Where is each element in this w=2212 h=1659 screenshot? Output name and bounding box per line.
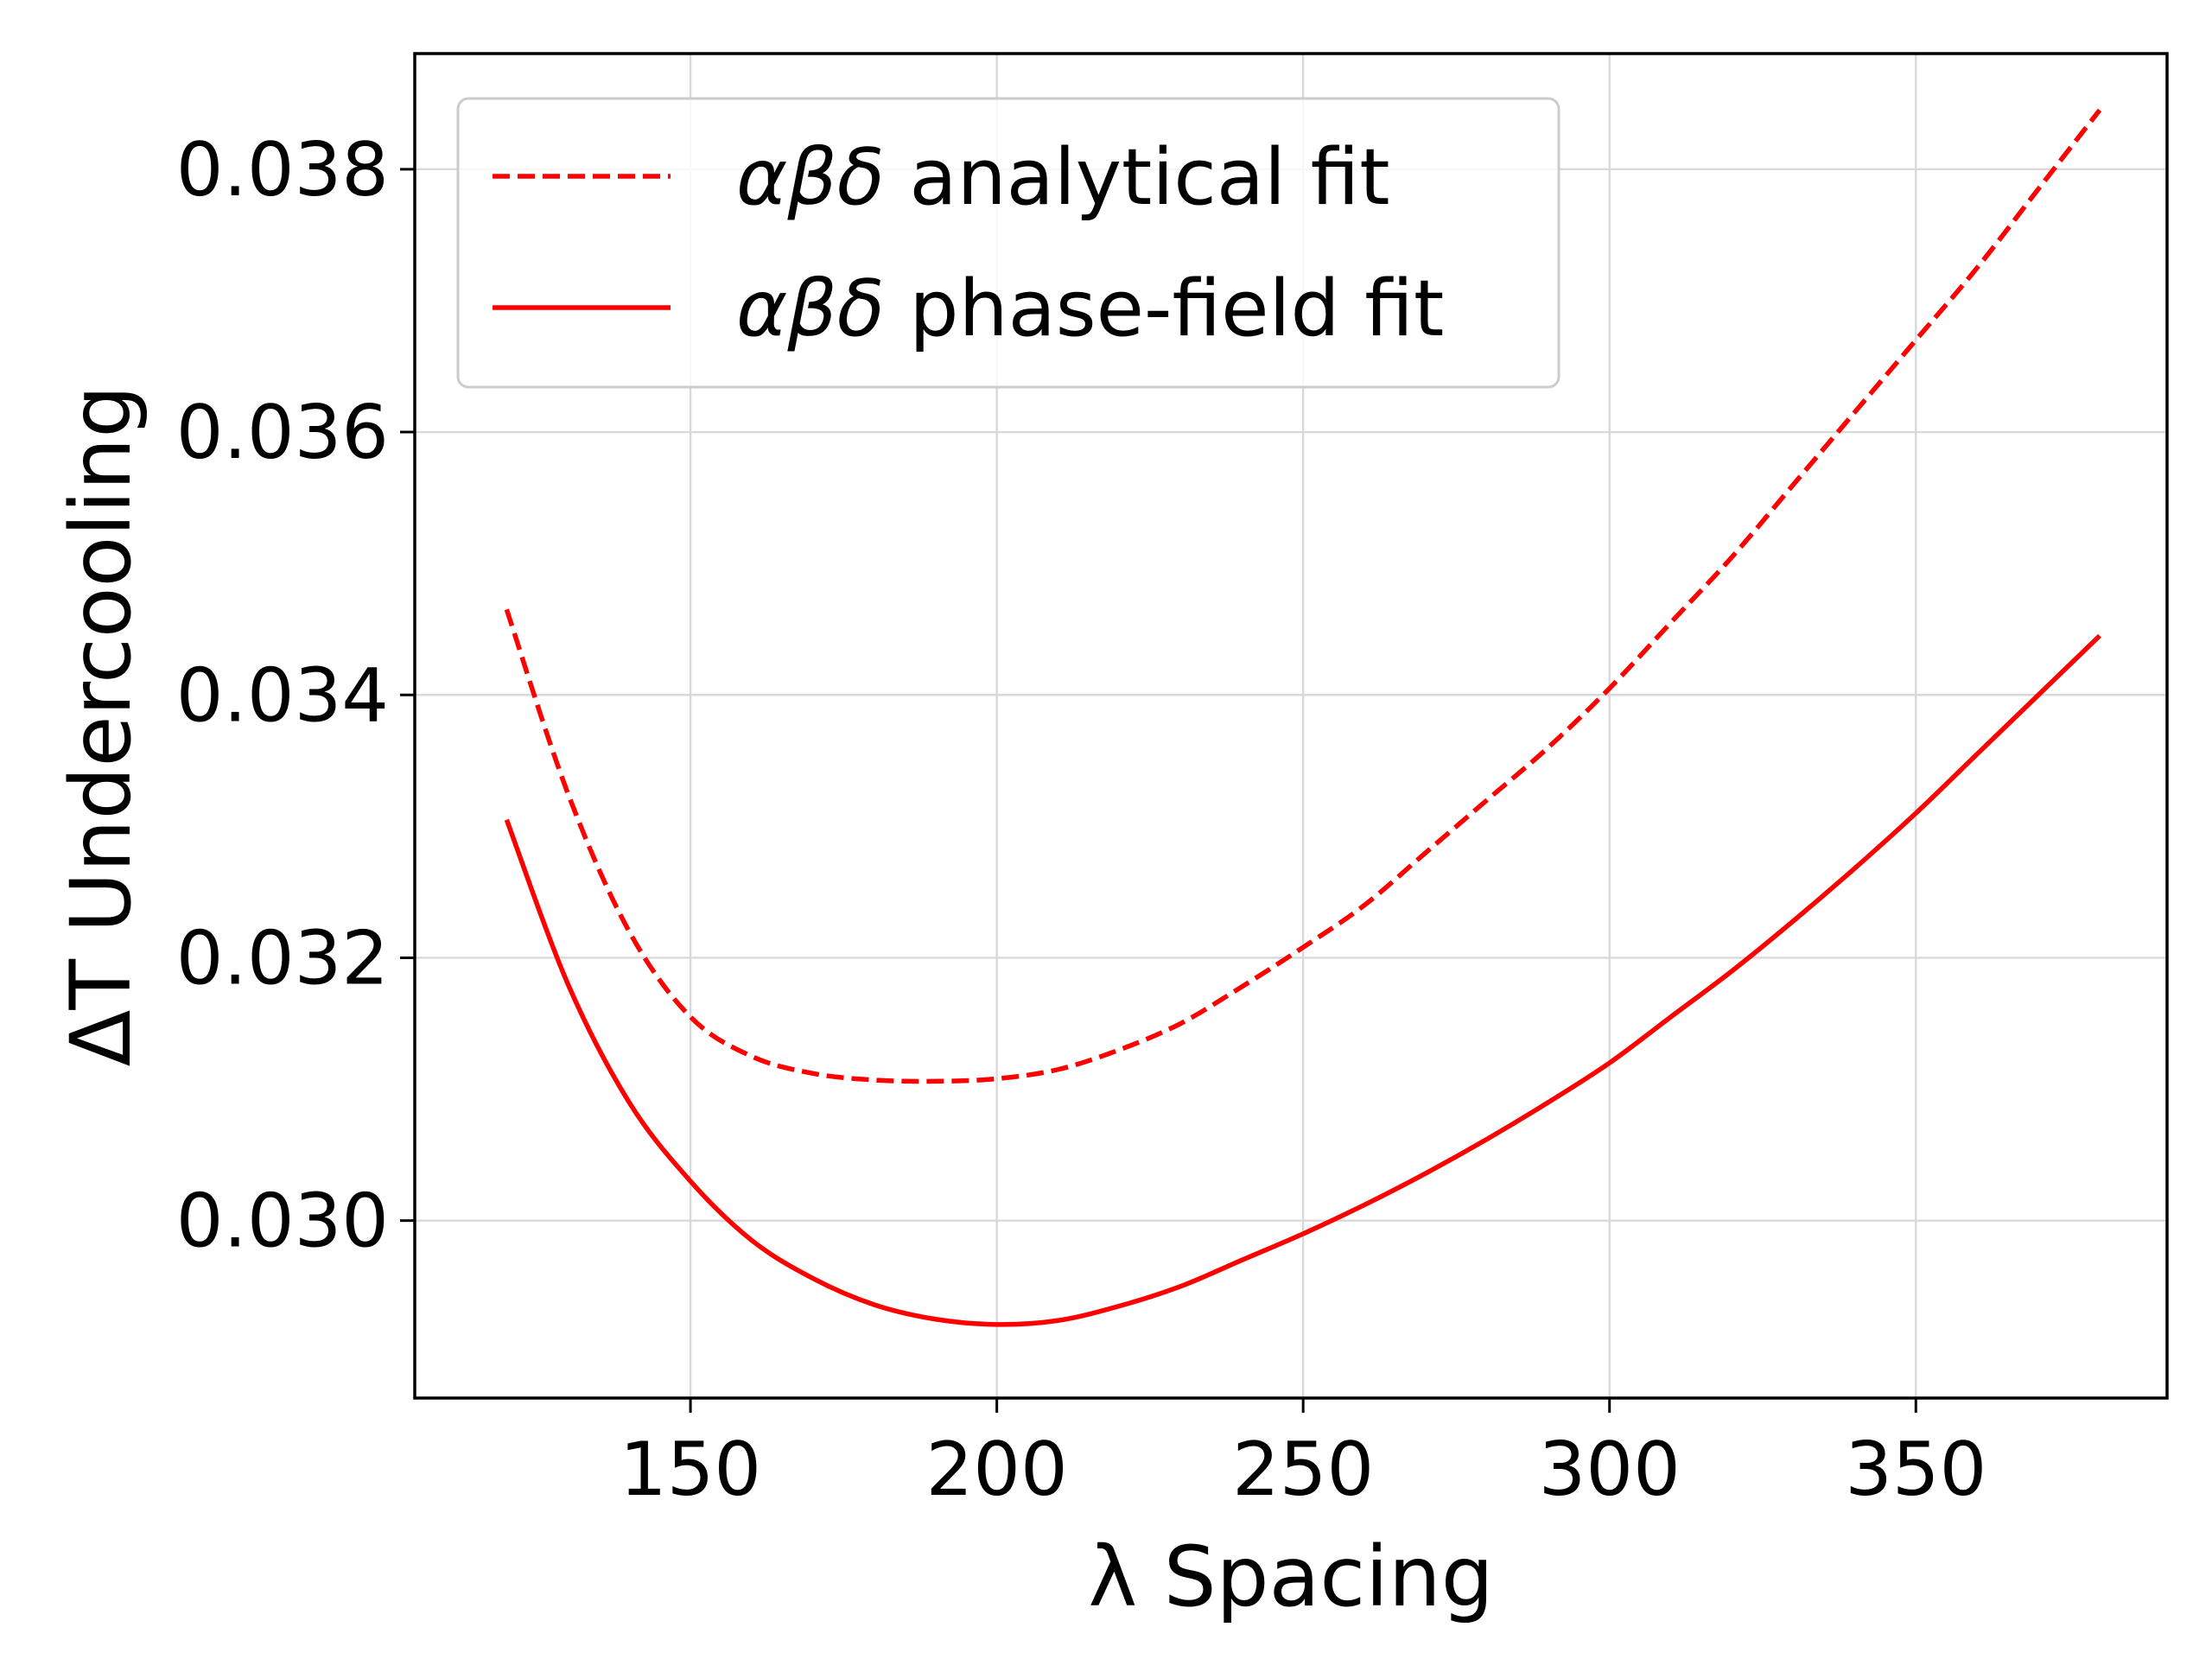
legend-label-analytical-rest: analytical fit	[885, 132, 1390, 223]
y-tick-label: 0.034	[176, 652, 389, 739]
y-axis-title: ΔT Undercooling	[53, 385, 149, 1067]
tick-marks	[400, 168, 1917, 1413]
y-tick-label: 0.030	[176, 1179, 389, 1265]
plot-area-frame	[413, 52, 2169, 1400]
series-layer	[504, 108, 2102, 1327]
legend-label-analytical-greek: αβδ	[736, 132, 885, 223]
legend: αβδ analytical fit αβδ phase-field fit	[456, 97, 1560, 389]
series-line-analytical	[504, 108, 2102, 1084]
x-tick-label: 350	[1845, 1427, 1986, 1513]
x-tick-label: 150	[620, 1427, 761, 1513]
y-tick-label: 0.032	[176, 915, 389, 1001]
x-tick-labels: 150 200 250 300 350	[620, 1427, 1986, 1513]
series-line-phase-field	[504, 633, 2101, 1327]
y-tick-label: 0.036	[176, 390, 389, 476]
legend-label-phase-field-greek: αβδ	[736, 264, 885, 354]
x-tick-label: 300	[1539, 1427, 1681, 1513]
x-axis-title: λ Spacing	[1088, 1529, 1493, 1625]
legend-box	[456, 97, 1560, 389]
x-tick-label: 250	[1232, 1427, 1374, 1513]
x-tick-label: 200	[926, 1427, 1068, 1513]
y-tick-labels: 0.030 0.032 0.034 0.036 0.038	[176, 127, 389, 1265]
legend-label-phase-field-rest: phase-field fit	[885, 264, 1444, 354]
legend-label-phase-field: αβδ phase-field fit	[736, 264, 1444, 354]
y-tick-label: 0.038	[176, 127, 389, 213]
legend-label-analytical: αβδ analytical fit	[736, 132, 1390, 223]
